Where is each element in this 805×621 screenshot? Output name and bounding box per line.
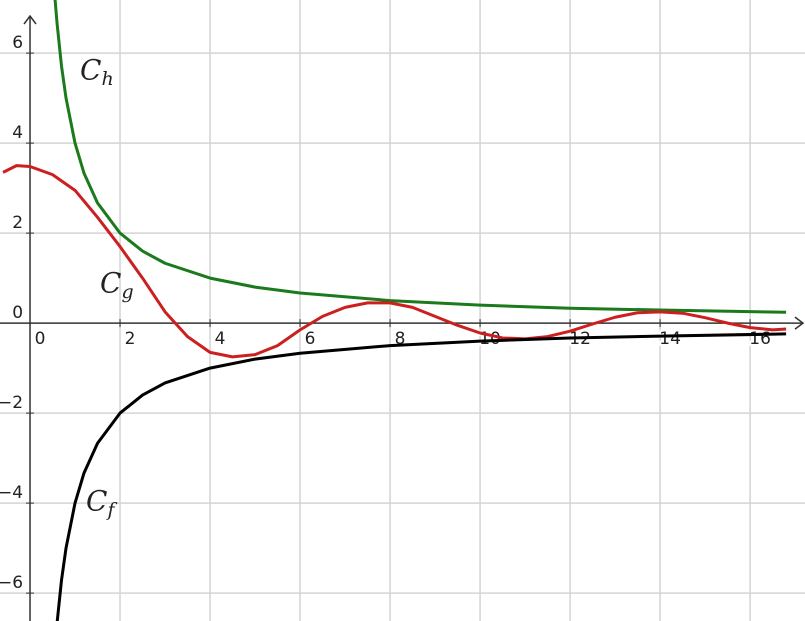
curve-label: Cg bbox=[100, 267, 134, 304]
plot-area bbox=[2, 0, 787, 621]
x-tick-label: 16 bbox=[749, 329, 771, 349]
x-axis-arrow bbox=[794, 316, 805, 330]
y-tick-label: −4 bbox=[0, 483, 23, 503]
y-tick-label: −6 bbox=[0, 573, 23, 593]
y-tick-label: 4 bbox=[12, 123, 23, 143]
x-tick-label: 14 bbox=[659, 329, 681, 349]
y-axis-arrow bbox=[23, 14, 37, 25]
y-tick-label: −2 bbox=[0, 393, 23, 413]
x-tick-label: 0 bbox=[35, 329, 46, 349]
curve-label: Cf bbox=[86, 485, 117, 522]
curve bbox=[55, 332, 787, 621]
y-tick-label: 2 bbox=[12, 213, 23, 233]
x-tick-label: 4 bbox=[215, 329, 226, 349]
x-tick-label: 6 bbox=[305, 329, 316, 349]
curve-label: Ch bbox=[80, 54, 114, 91]
y-tick-label: 6 bbox=[12, 33, 23, 53]
curve bbox=[2, 164, 787, 359]
x-tick-label: 2 bbox=[125, 329, 136, 349]
curve bbox=[53, 0, 787, 314]
y-tick-label: 0 bbox=[12, 303, 23, 323]
